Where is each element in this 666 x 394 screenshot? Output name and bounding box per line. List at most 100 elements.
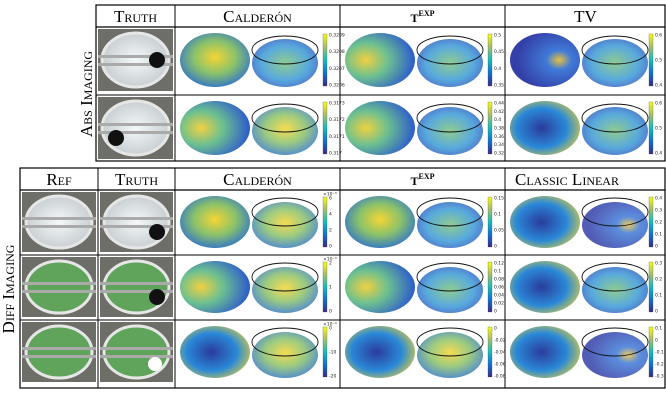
colorbar-tick: 0.3207 <box>329 66 345 72</box>
colorbar <box>488 197 492 247</box>
colorbar-tick: 0 <box>494 309 497 315</box>
reconstruction-3d <box>582 107 648 155</box>
colorbar-tick: 0.3 <box>655 261 662 267</box>
colorbar-tick: 2 <box>329 228 332 234</box>
reconstruction-3d <box>417 267 483 313</box>
colorbar-tick: -0.02 <box>494 338 506 344</box>
colorbar-tick: -0.2 <box>655 362 664 368</box>
inclusion <box>149 289 165 305</box>
reconstruction-top <box>510 261 580 313</box>
colorbar-tick: 0.3172 <box>329 117 345 123</box>
colorbar-tick: 0.1 <box>494 212 501 218</box>
reconstruction-top <box>345 196 415 248</box>
reconstruction-top <box>180 196 250 248</box>
colorbar-tick: 0.1 <box>494 269 501 275</box>
reconstruction-3d <box>417 107 483 155</box>
reconstruction-3d <box>252 267 318 313</box>
rod <box>100 347 173 350</box>
colorbar-tick: 0.05 <box>494 228 504 234</box>
tank <box>104 326 169 378</box>
colorbar-tick: 0.3 <box>655 208 662 214</box>
reconstruction-3d <box>252 107 318 155</box>
colorbar-tick: 0.3206 <box>329 83 345 89</box>
colorbar-tick: 0.32 <box>494 151 504 157</box>
colorbar-tick: 0.34 <box>494 142 504 148</box>
reconstruction-top <box>510 196 580 248</box>
reconstruction-3d <box>582 39 648 87</box>
colorbar-tick: 0.1 <box>655 326 662 332</box>
rod <box>100 282 173 285</box>
colorbar-tick: -0.04 <box>494 350 506 356</box>
colorbar <box>649 34 653 86</box>
colorbar-tick: 0.5 <box>655 126 662 132</box>
reconstruction-top <box>345 101 415 155</box>
header-superscript: exp <box>419 170 435 182</box>
colorbar-tick: 0.3173 <box>329 101 345 107</box>
colorbar-tick: 0.6 <box>655 33 662 39</box>
header-text: Classic Linear <box>515 170 619 189</box>
reconstruction-top <box>345 261 415 313</box>
colorbar <box>488 102 492 154</box>
colorbar-tick: 0.4 <box>655 196 662 202</box>
colorbar-tick: 0.6 <box>655 101 662 107</box>
tank <box>104 196 169 248</box>
colorbar-tick: 0.1 <box>655 232 662 238</box>
colorbar <box>323 102 327 154</box>
colorbar-tick: 0.12 <box>494 261 504 267</box>
colorbar-tick: 2 <box>329 261 332 267</box>
reconstruction-top <box>510 33 580 87</box>
header-text: Calderón <box>223 170 292 189</box>
colorbar-tick: 0.02 <box>494 301 504 307</box>
colorbar-tick: 0.4 <box>655 83 662 89</box>
reconstruction-top <box>510 326 580 378</box>
colorbar-tick: 0.06 <box>494 285 504 291</box>
reconstruction-3d <box>582 202 648 248</box>
header-text: t <box>410 170 418 189</box>
colorbar <box>649 262 653 312</box>
colorbar-tick: 0.15 <box>494 196 504 202</box>
inclusion <box>149 224 165 240</box>
figure: Abs ImagingTruthCalderóntexpTV0.32090.32… <box>0 0 666 394</box>
header-superscript: exp <box>419 7 435 19</box>
colorbar <box>649 102 653 154</box>
rod <box>100 355 173 358</box>
row-label: Diff Imaging <box>0 244 18 333</box>
colorbar <box>488 327 492 377</box>
colorbar-tick: 0 <box>329 244 332 250</box>
reconstruction-3d <box>252 332 318 378</box>
colorbar-tick: 0.3208 <box>329 49 345 55</box>
reconstruction-top <box>180 326 250 378</box>
reconstruction-3d <box>417 39 483 87</box>
colorbar <box>323 327 327 377</box>
column-header: Truth <box>115 170 158 189</box>
row-label: Abs Imaging <box>77 51 96 138</box>
colorbar-tick: 0.5 <box>655 58 662 64</box>
reconstruction-3d <box>582 267 648 313</box>
header-text: Calderón <box>223 7 292 26</box>
column-header: Calderón <box>223 170 292 189</box>
reconstruction-top <box>345 33 415 87</box>
header-text: TV <box>574 7 597 26</box>
rod <box>98 131 173 134</box>
reconstruction-top <box>345 326 415 378</box>
rod <box>22 217 96 220</box>
colorbar-tick: 0.4 <box>494 66 501 72</box>
reconstruction-3d <box>417 332 483 378</box>
colorbar-tick: 0 <box>655 309 658 315</box>
rod <box>98 123 173 126</box>
colorbar-tick: 4 <box>329 212 332 218</box>
colorbar-tick: 0.4 <box>655 151 662 157</box>
tank <box>26 261 92 313</box>
inclusion <box>149 52 165 68</box>
rod <box>22 347 96 350</box>
colorbar <box>323 197 327 247</box>
reconstruction-3d <box>417 202 483 248</box>
rod <box>22 225 96 228</box>
colorbar-tick: -10 <box>329 350 336 356</box>
colorbar-tick: -0.3 <box>655 374 664 380</box>
tank <box>26 196 92 248</box>
colorbar-tick: -0.1 <box>655 350 664 356</box>
reconstruction-top <box>510 101 580 155</box>
colorbar-tick: 0.5 <box>494 33 501 39</box>
colorbar-tick: 0.45 <box>494 49 504 55</box>
